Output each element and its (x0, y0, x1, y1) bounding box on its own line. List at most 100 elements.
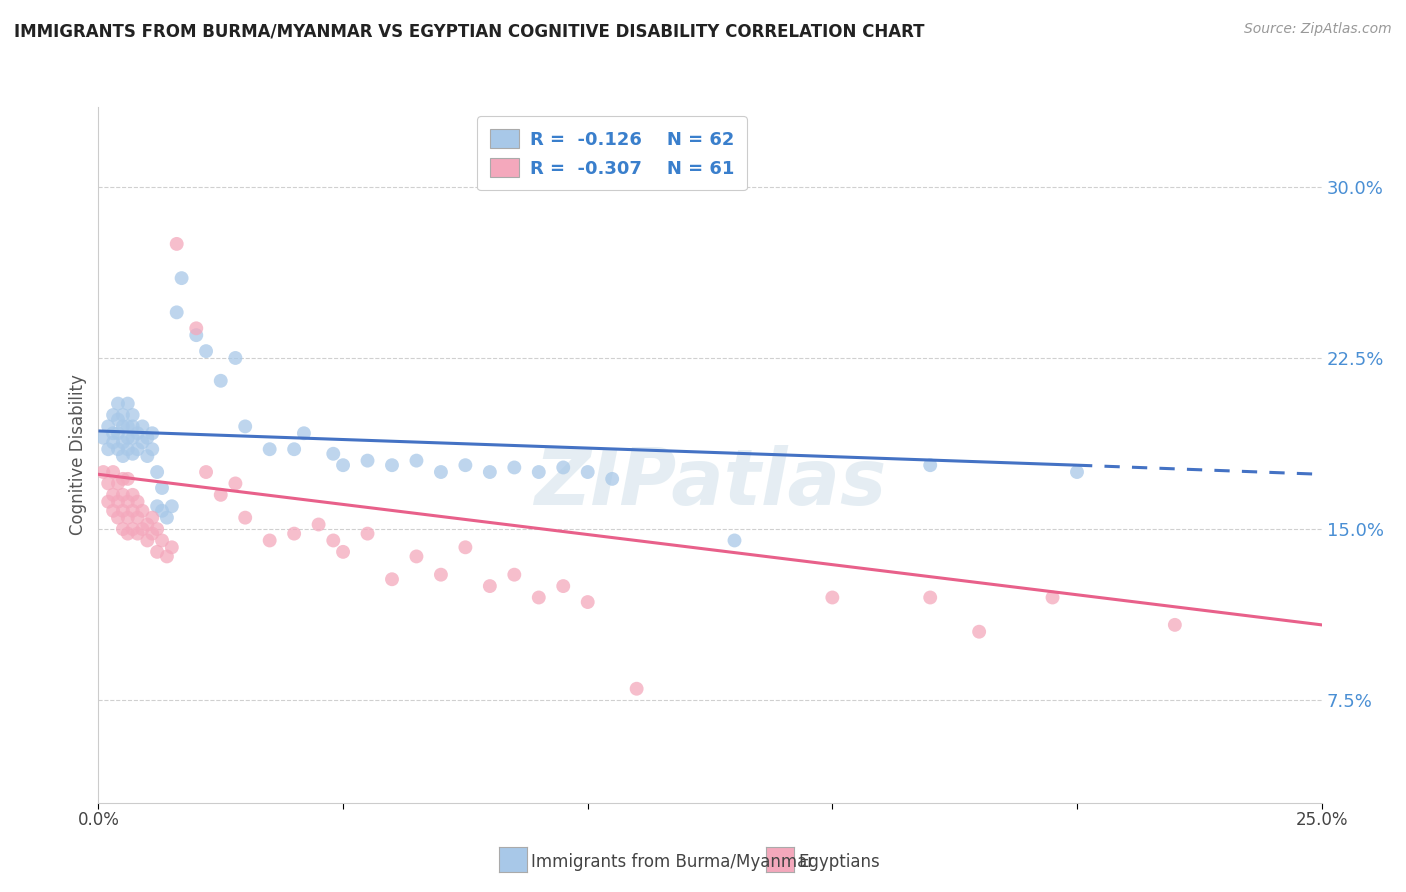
Point (101, 465, 124, 479)
Point (322, 447, 344, 461)
Point (101, 504, 124, 518)
Point (117, 442, 139, 457)
Point (117, 396, 139, 410)
Point (1164, 618, 1187, 632)
Point (111, 408, 134, 422)
Point (136, 517, 159, 532)
Point (381, 458, 404, 473)
Point (146, 465, 169, 479)
Point (150, 533, 173, 548)
Point (356, 526, 378, 541)
Point (967, 624, 990, 639)
Point (121, 447, 143, 461)
Point (141, 442, 163, 457)
Point (160, 500, 183, 514)
Point (117, 494, 139, 508)
Point (322, 533, 344, 548)
Point (136, 431, 159, 445)
Point (97, 419, 120, 434)
Point (141, 426, 163, 441)
Point (141, 510, 163, 524)
Point (920, 591, 942, 605)
Point (101, 408, 124, 422)
Point (111, 419, 134, 434)
Point (146, 500, 169, 514)
Point (131, 435, 153, 450)
Point (283, 442, 305, 457)
Point (553, 579, 575, 593)
Point (121, 522, 143, 536)
Point (576, 595, 599, 609)
Point (111, 449, 134, 463)
Point (405, 549, 427, 564)
Point (308, 517, 330, 532)
Point (259, 442, 281, 457)
Point (121, 431, 143, 445)
Point (107, 396, 129, 410)
Point (233, 419, 256, 434)
Point (127, 426, 149, 441)
Point (146, 545, 169, 559)
Point (121, 408, 143, 422)
Point (111, 435, 134, 450)
Point (107, 476, 129, 491)
Text: 25.0%: 25.0% (1295, 811, 1348, 829)
Point (107, 442, 129, 457)
Legend: R =  -0.126    N = 62, R =  -0.307    N = 61: R = -0.126 N = 62, R = -0.307 N = 61 (478, 116, 747, 190)
Point (233, 510, 256, 524)
Text: 0.0%: 0.0% (77, 811, 120, 829)
Point (111, 522, 134, 536)
Point (101, 488, 124, 502)
Point (1042, 591, 1064, 605)
Point (156, 549, 179, 564)
Point (166, 305, 188, 319)
Point (381, 572, 404, 586)
Point (292, 426, 315, 441)
Point (131, 504, 153, 518)
Point (723, 533, 745, 548)
Point (117, 472, 139, 486)
Point (195, 344, 218, 359)
Point (332, 545, 354, 559)
Point (91, 465, 114, 479)
Point (503, 567, 526, 582)
Point (478, 465, 501, 479)
Point (430, 465, 453, 479)
Point (121, 504, 143, 518)
Point (127, 526, 149, 541)
Point (454, 458, 477, 473)
Point (527, 591, 550, 605)
Point (209, 374, 232, 388)
Point (127, 442, 149, 457)
Point (626, 681, 648, 696)
Point (920, 458, 942, 473)
Point (553, 460, 575, 475)
Text: Source: ZipAtlas.com: Source: ZipAtlas.com (1244, 22, 1392, 37)
Point (131, 419, 153, 434)
Point (117, 510, 139, 524)
Point (107, 412, 129, 426)
Point (156, 510, 179, 524)
Point (107, 494, 129, 508)
Point (150, 481, 173, 495)
Point (141, 526, 163, 541)
Point (478, 579, 501, 593)
Point (150, 504, 173, 518)
Point (503, 460, 526, 475)
Point (111, 472, 134, 486)
Point (97, 442, 120, 457)
Point (821, 591, 844, 605)
Point (136, 533, 159, 548)
Point (117, 431, 139, 445)
Point (576, 465, 599, 479)
Point (107, 510, 129, 524)
Point (170, 271, 193, 285)
Point (224, 476, 246, 491)
Point (111, 488, 134, 502)
Point (259, 533, 281, 548)
Point (121, 419, 143, 434)
Text: Egyptians: Egyptians (799, 853, 880, 871)
Point (160, 541, 183, 555)
Point (283, 526, 305, 541)
Point (97, 476, 120, 491)
